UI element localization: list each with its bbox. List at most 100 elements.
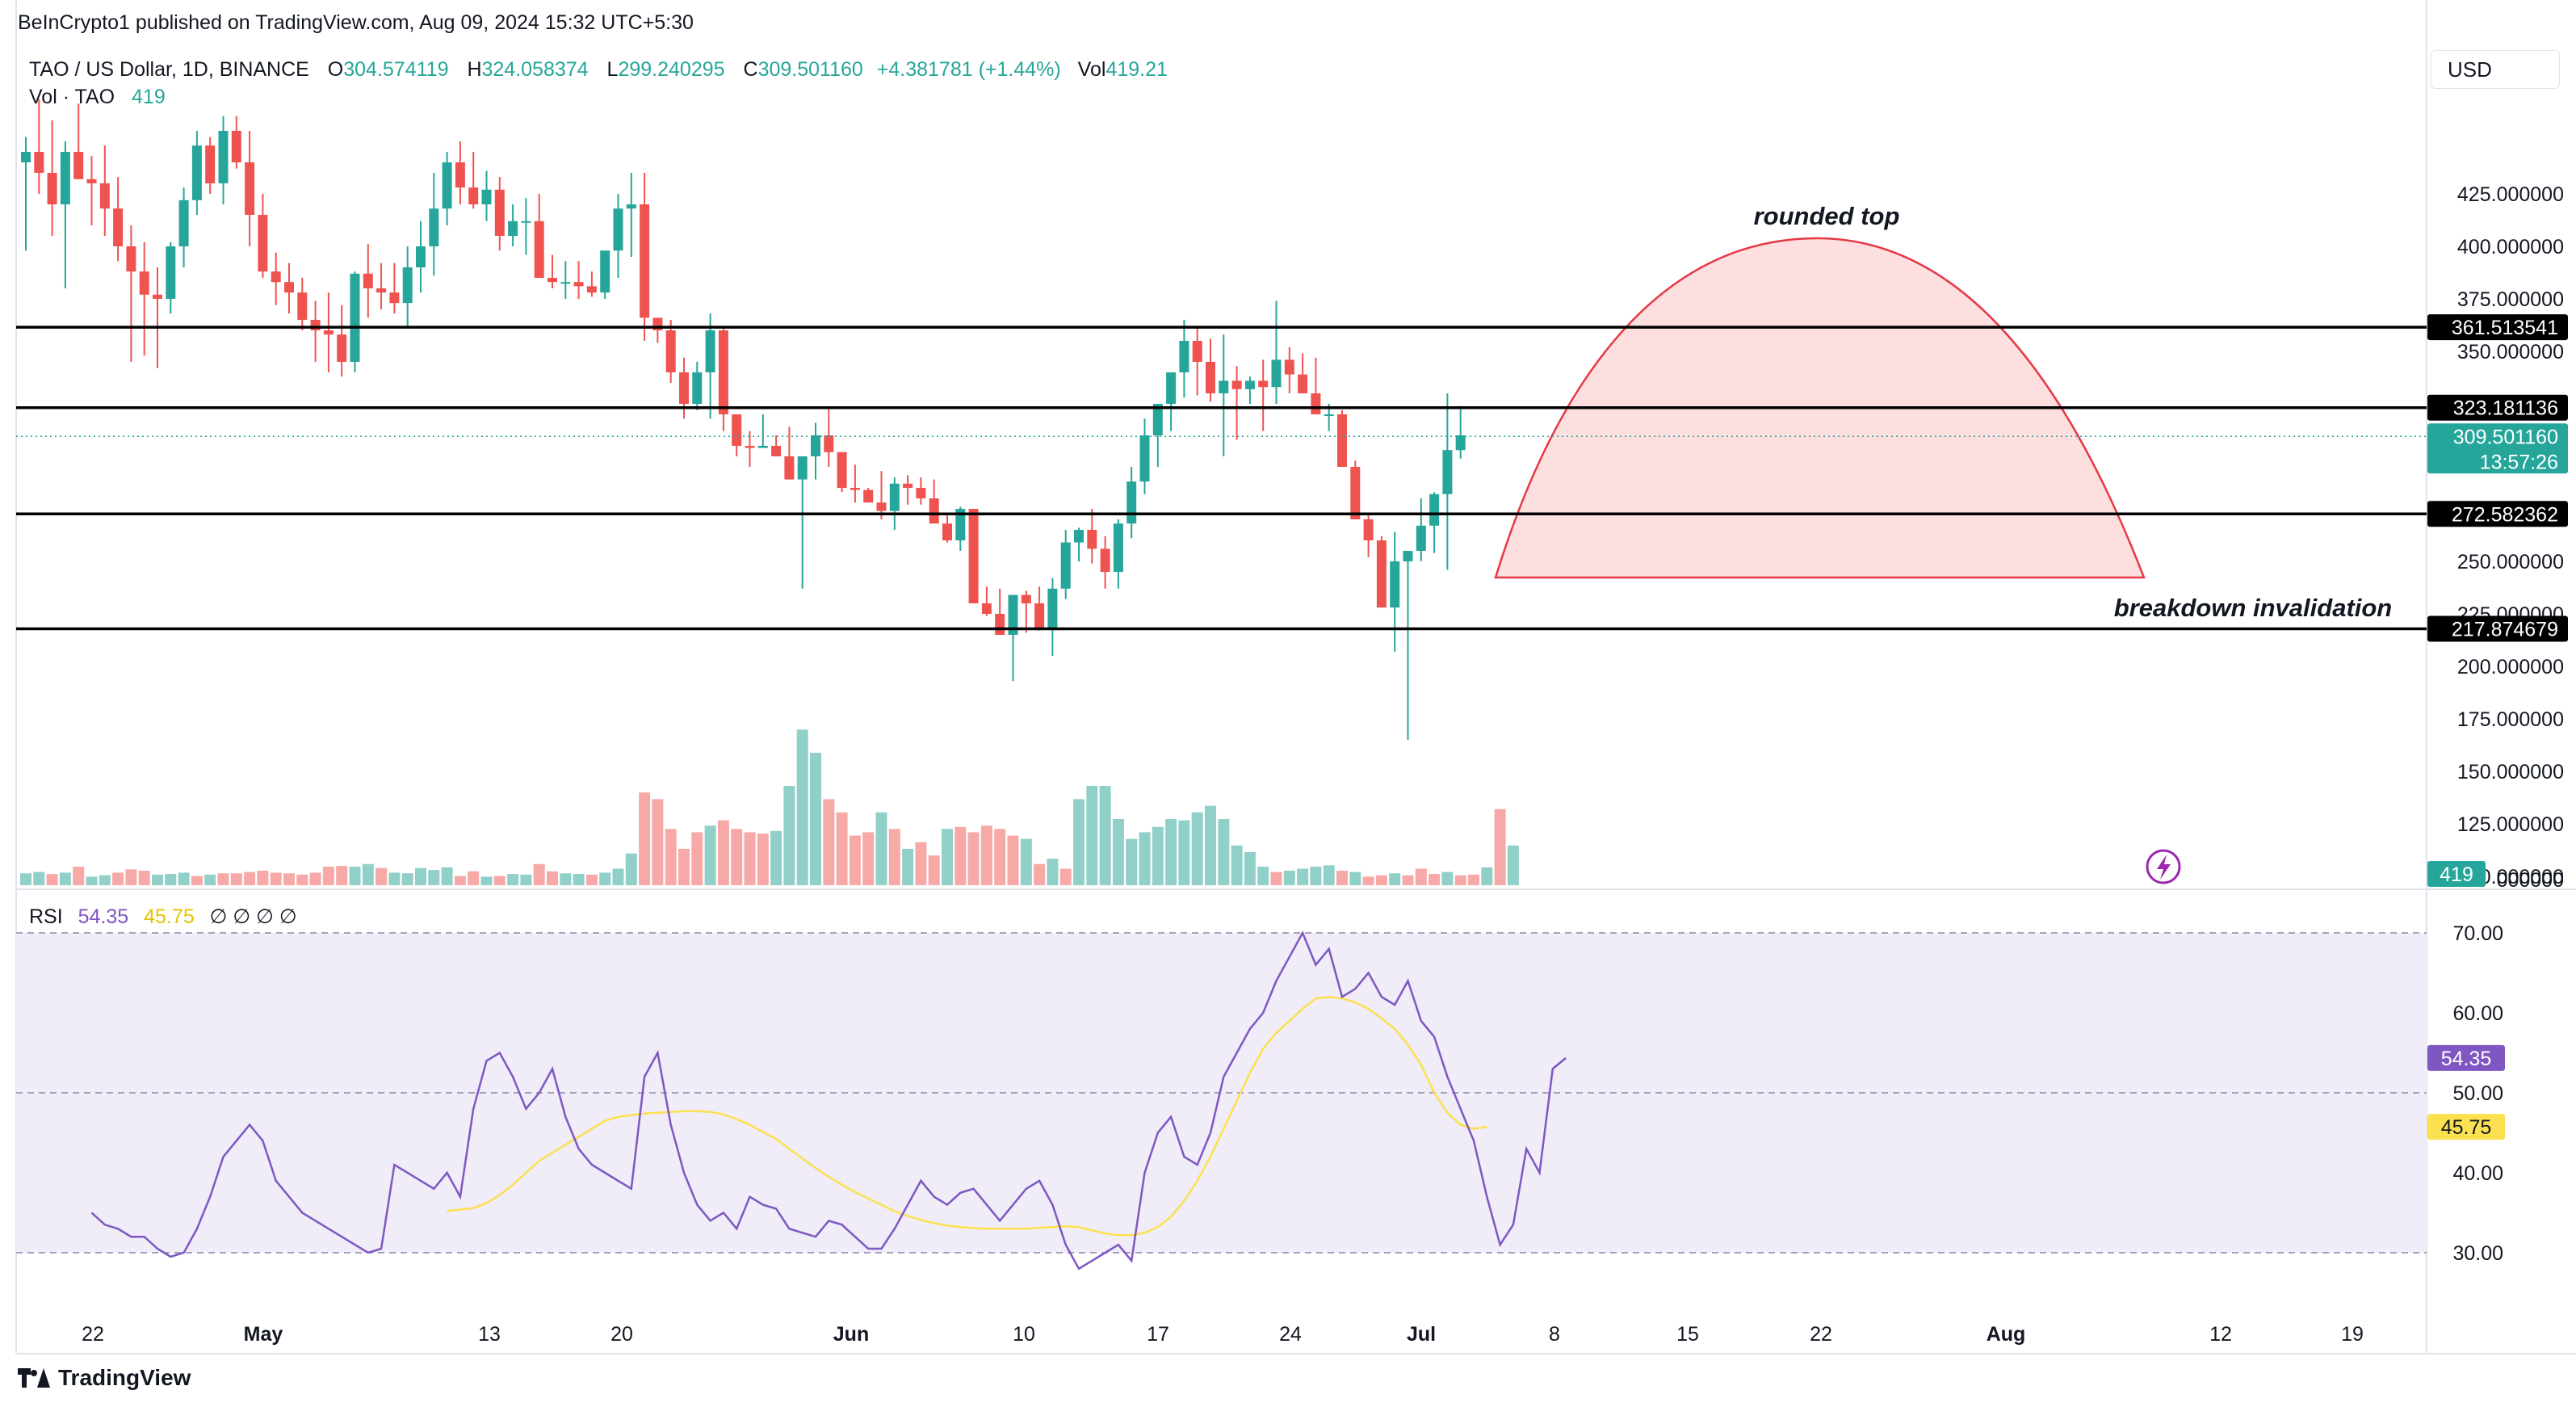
volume-bar [744,832,756,885]
candle [1231,366,1242,440]
candle-body [573,282,584,287]
candle [573,261,584,299]
volume-bar [415,867,426,885]
candle-body [1113,523,1123,572]
volume-bar [1059,868,1072,885]
rsi-tick-label: 30.00 [2452,1242,2503,1265]
volume-bar [954,826,967,885]
candle-body [1324,414,1334,416]
candle-body [1192,341,1202,362]
volume-bar [309,872,321,885]
candle-body [1047,588,1058,629]
volume-bar [46,874,58,885]
volume-bar [86,876,98,885]
volume-bar [862,832,875,885]
candle-body [34,152,44,173]
candle-body [1298,374,1308,393]
volume-bar [1389,873,1401,885]
rsi-legend[interactable]: RSI 54.35 45.75 ∅ ∅ ∅ ∅ [29,905,297,928]
candle [284,262,294,314]
open-value: 304.574119 [343,58,448,81]
time-axis[interactable]: 22 May 13 20 Jun 10 17 24 Jul 8 15 22 Aug 12 19 [82,1323,2364,1346]
volume-bar [585,874,598,885]
candle-body [86,178,97,183]
candle-body [995,614,1005,635]
candle [863,488,874,503]
volume-bar [99,875,111,885]
volume-bar [1283,870,1295,885]
volume-bar [915,842,927,885]
volume-label: Vol [1078,58,1106,81]
time-tick-label: 15 [1676,1323,1699,1346]
candle-body [166,246,176,299]
candle-body [626,204,636,209]
candle-body [258,215,268,272]
candle-body [640,204,650,318]
candle-body [1139,435,1150,482]
volume-bar [1362,876,1374,885]
candle [310,300,321,362]
volume-label-bg [2427,861,2486,887]
candle-body [1087,530,1097,549]
volume-bar [33,872,45,885]
currency-button[interactable]: USD [2431,50,2560,89]
candle [1192,326,1202,396]
candle-body [1258,380,1269,388]
volume-bar [875,812,887,885]
candle-body [310,320,321,330]
price-axis[interactable]: 425.000000 400.000000 375.000000 350.000000… [2427,183,2568,892]
volume-bar [612,868,624,885]
candle [1429,492,1440,553]
candle [876,471,887,519]
price-label-bg [2427,314,2568,341]
candle-body [757,446,768,448]
tradingview-watermark[interactable]: TradingView [18,1365,191,1391]
candle-body [323,330,334,335]
price-label-text: 309.501160 [2453,426,2558,448]
svg-text:RSI 54.35 45.75: RSI 54.35 45.75 ∅ ∅ ∅ ∅ [29,905,297,928]
candle [652,317,663,343]
volume-bar [717,820,729,885]
candle-body [705,330,715,372]
lightning-icon[interactable] [2146,849,2181,884]
candle-body [1376,540,1387,608]
candle-body [455,162,465,188]
price-label-text: 272.582362 [2452,503,2558,526]
candle-body [771,446,782,456]
level-price-label: 361.513541 [2427,314,2568,341]
candle [1166,372,1177,431]
volume-bar [1205,805,1216,885]
symbol-legend[interactable]: TAO / US Dollar, 1D, BINANCE O304.574119… [29,58,1168,108]
volume-bar [902,848,914,885]
volume-bar [1441,872,1454,885]
candle-body [376,288,387,293]
candle [600,250,610,299]
change-value: +4.381781 (+1.44%) [877,58,1061,81]
candle-body [981,603,992,614]
rsi-axis[interactable]: 70.00 60.00 50.00 40.00 30.00 54.35 45.75 [2427,922,2505,1265]
candle [126,225,136,362]
volume-bar [810,753,821,885]
volume-bar [1126,838,1138,885]
time-tick-label: 10 [1013,1323,1035,1346]
candle-body [271,271,281,283]
symbol-title: TAO / US Dollar, 1D, BINANCE [29,58,309,81]
candle-body [1060,542,1071,589]
candle-body [600,250,610,293]
candle-body [468,187,479,204]
candle [1403,551,1413,740]
candle [679,357,689,419]
volume-bar [349,867,361,885]
candle-body [837,452,847,488]
candle-body [1166,372,1177,404]
candle [1008,594,1018,682]
candle-body [889,483,900,511]
price-tick-label: 425.000000 [2457,183,2564,206]
volume-bar [1494,808,1506,885]
volume-bar [362,863,374,885]
volume-bar [375,867,388,885]
volume-bar [704,825,716,885]
volume-bar [665,829,677,885]
candle [1337,410,1347,467]
candle-body [21,152,31,162]
